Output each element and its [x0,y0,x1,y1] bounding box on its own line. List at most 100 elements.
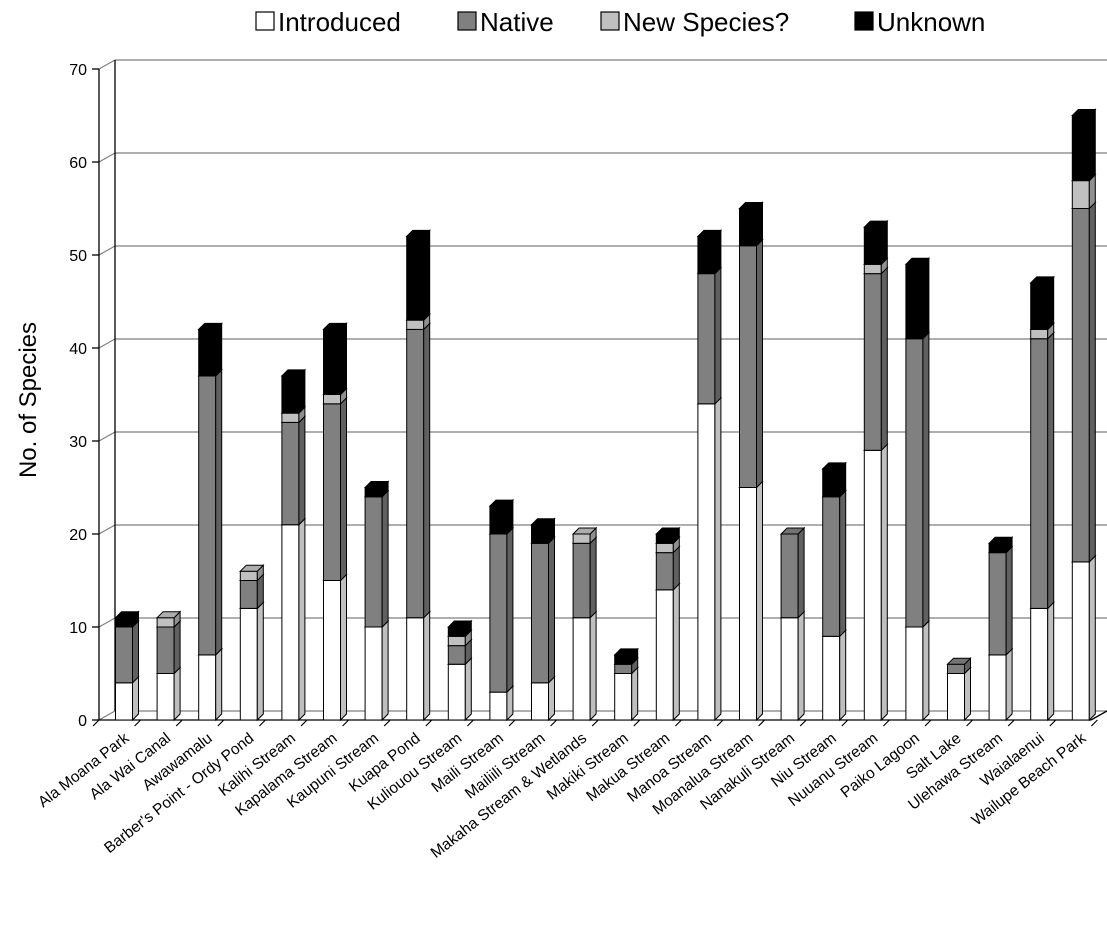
gridline-depth [98,245,116,256]
bar-segment [363,619,390,722]
x-tick-mark [633,719,641,727]
gridline-depth [98,59,116,70]
bar-stack [1029,275,1055,722]
bar-segment [779,610,806,722]
bar-segment [821,489,847,638]
bar-segment [322,396,348,582]
gridline-depth [98,338,116,349]
bar-segment [155,610,182,629]
gridlines [98,59,1107,721]
legend-swatch [457,11,477,31]
bar-segment [405,229,431,322]
bar-segment [197,368,223,657]
x-tick-mark [966,719,974,727]
x-tick-mark [1049,719,1057,727]
bar-segment [863,266,889,452]
y-tick-label: 20 [69,527,87,544]
legend-item: Unknown [854,7,985,37]
back-wall [115,60,1097,711]
x-tick-mark [466,719,474,727]
bar-segment [1071,108,1097,182]
bar-segment [738,480,764,722]
x-tick-mark [550,719,558,727]
bar-segment [613,666,639,722]
bar-stack [738,201,764,722]
legend-label: Introduced [278,7,401,37]
bar-segment [322,573,348,722]
bar-segment [696,396,723,722]
y-tick-label: 0 [78,713,87,730]
bar-segment [322,322,348,396]
bar-segment [155,619,182,675]
bar-segment [114,610,140,629]
bar-stack [571,526,598,722]
bar-stack [197,322,223,722]
x-tick-mark [92,719,100,727]
x-tick-mark [1090,719,1098,727]
bar-segment [155,666,182,722]
bar-segment [239,563,265,582]
bar-stack [239,563,265,722]
bar-stack [488,498,515,722]
bar-segment [1029,275,1055,331]
bar-segment [571,610,598,722]
y-tick-labels: 0 10 20 30 40 50 60 70 [69,62,87,730]
legend-item: New Species? [600,7,789,37]
bar-segment [530,517,556,545]
y-tick-label: 70 [69,62,87,79]
bar-segment [363,489,390,629]
x-tick-mark [508,719,516,727]
bar-stack [280,368,307,722]
bar-stack [530,517,556,722]
bar-stack [114,610,140,722]
bar-stack [613,647,639,722]
bar-stack [405,229,431,722]
legend: Introduced Native New Species? Unknown [255,7,985,37]
legend-swatch [854,11,874,31]
bar-segment [280,368,307,415]
bar-segment [904,257,931,340]
legend-label: Native [480,7,554,37]
bar-stack [696,229,723,722]
bar-stack [447,619,473,722]
bar-stack [1071,108,1097,722]
gridline-depth [98,617,116,628]
bar-segment [488,526,515,694]
x-tick-mark [134,719,142,727]
x-tick-mark [175,719,183,727]
bar-segment [363,480,390,499]
bar-segment [987,536,1014,554]
x-tick-mark [383,719,391,727]
bar-stack [946,656,972,722]
bar-segment [447,656,473,722]
bar-segment [738,238,764,489]
gridline-depth [98,431,116,442]
x-tick-mark [758,719,766,727]
bar-segment [405,322,431,619]
x-tick-mark [591,719,599,727]
plot-background [115,60,1097,711]
bar-segment [987,545,1014,657]
bar-segment [696,229,723,275]
bar-segment [655,526,681,545]
x-tick-mark [799,719,807,727]
bar-segment [779,526,806,619]
bar-segment [280,415,307,526]
bar-stack [987,536,1014,722]
legend-item: Native [457,7,554,37]
bar-segment [405,610,431,722]
x-tick-mark [425,719,433,727]
bar-stack [821,461,847,722]
gridline-depth [98,710,116,721]
bar-stack [363,480,390,722]
bar-stack [863,219,889,722]
x-tick-mark [300,719,308,727]
axes [92,60,1107,727]
bar-segment [239,601,265,722]
bar-segment [904,619,931,722]
x-tick-mark [674,719,682,727]
bar-stack [779,526,806,722]
bar-segment [1029,601,1055,722]
